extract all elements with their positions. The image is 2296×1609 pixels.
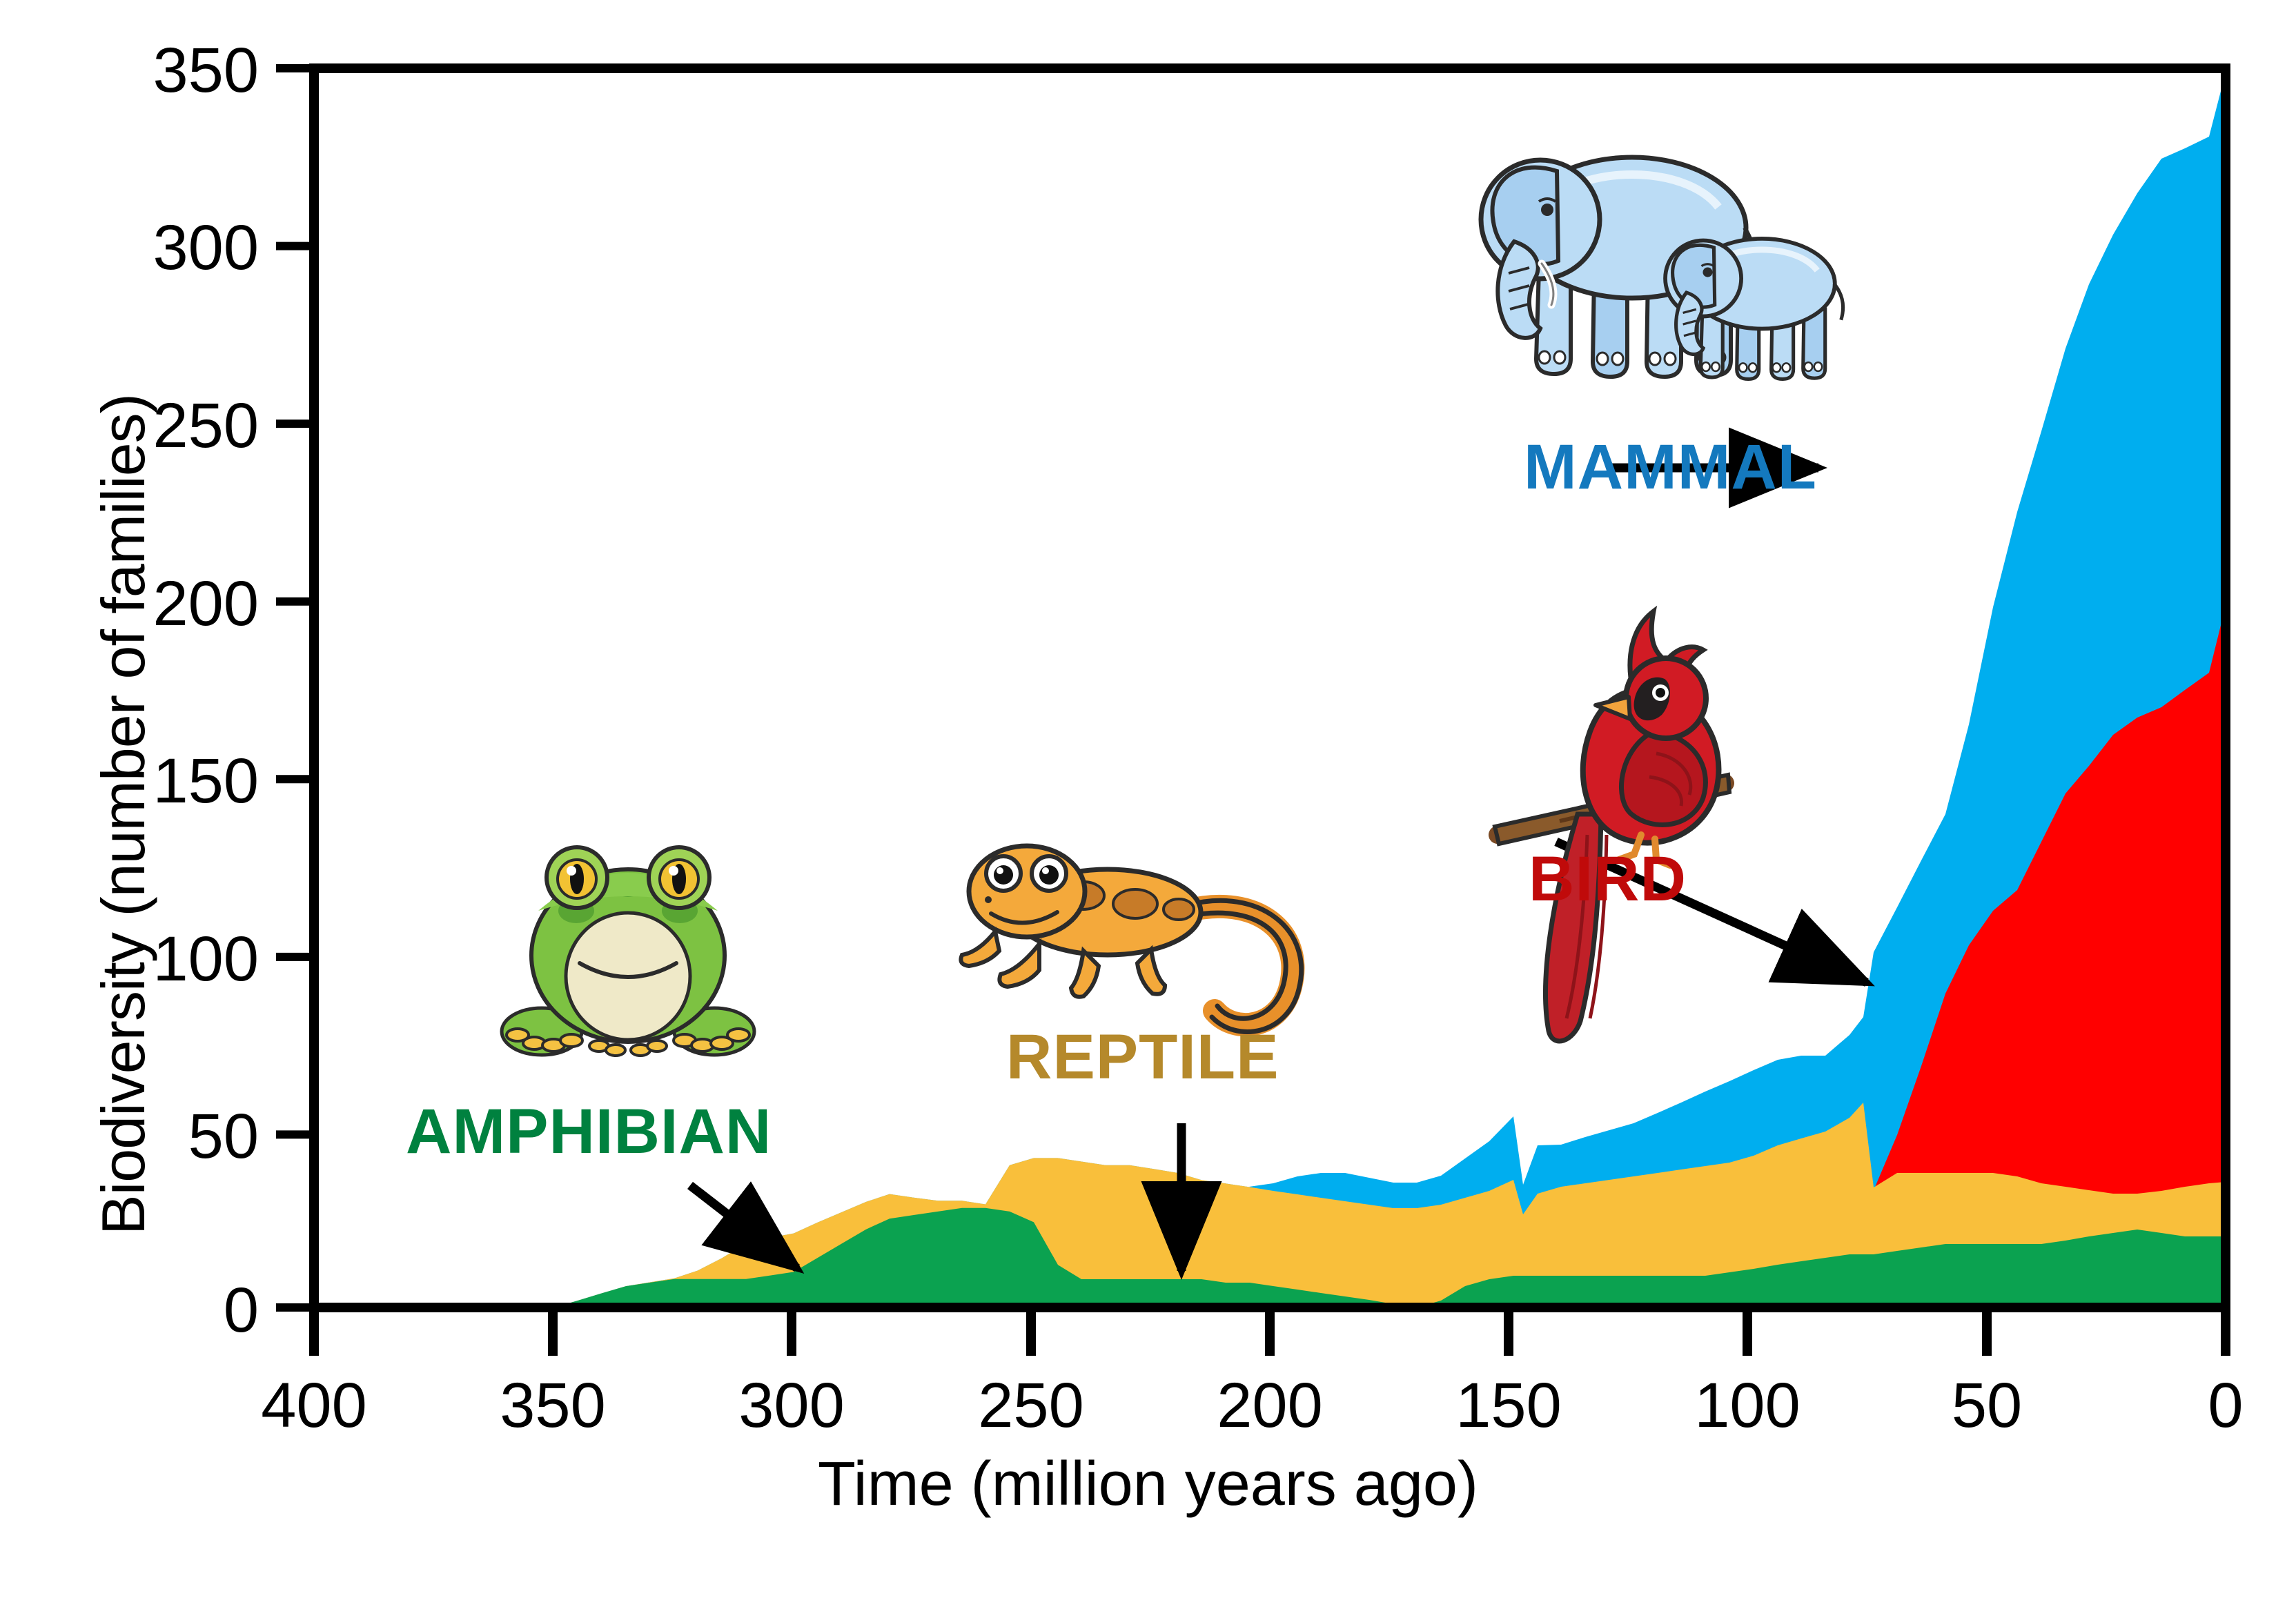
x-tick-100: 100	[1694, 1370, 1801, 1441]
cardinal-bird-illustration	[1489, 605, 1734, 1044]
elephants-illustration	[1478, 155, 1845, 382]
series-label-mammal: MAMMAL	[1524, 432, 1817, 502]
y-tick-200: 200	[153, 569, 259, 639]
area-amphibian	[314, 1207, 2226, 1307]
y-tick-marks	[276, 64, 314, 1312]
x-tick-150: 150	[1455, 1370, 1562, 1441]
y-tick-0: 0	[224, 1275, 259, 1345]
frog-illustration	[500, 845, 756, 1057]
y-tick-300: 300	[153, 213, 259, 283]
series-label-reptile: REPTILE	[1006, 1022, 1279, 1092]
y-tick-labels: 350 300 250 200 150 100 50 0	[153, 35, 259, 1345]
bird-arrow	[1554, 838, 1875, 987]
y-tick-100: 100	[153, 924, 259, 994]
y-tick-50: 50	[188, 1101, 259, 1172]
amphibian-arrow	[687, 1181, 805, 1274]
x-tick-labels: 400 350 300 250 200 150 100 50 0	[261, 1370, 2243, 1441]
x-tick-200: 200	[1217, 1370, 1323, 1441]
x-tick-350: 350	[500, 1370, 606, 1441]
y-tick-150: 150	[153, 746, 259, 816]
annotation-arrows	[687, 427, 1875, 1280]
x-axis-title: Time (million years ago)	[818, 1450, 1478, 1519]
x-tick-0: 0	[2208, 1370, 2243, 1441]
series-label-amphibian: AMPHIBIAN	[406, 1096, 772, 1167]
y-tick-350: 350	[153, 35, 259, 106]
y-tick-250: 250	[153, 391, 259, 461]
x-tick-marks	[309, 1307, 2230, 1356]
salamander-illustration	[959, 843, 1305, 1037]
x-tick-400: 400	[261, 1370, 367, 1441]
series-label-bird: BIRD	[1529, 844, 1687, 914]
x-tick-300: 300	[738, 1370, 845, 1441]
x-tick-50: 50	[1952, 1370, 2022, 1441]
x-tick-250: 250	[978, 1370, 1084, 1441]
